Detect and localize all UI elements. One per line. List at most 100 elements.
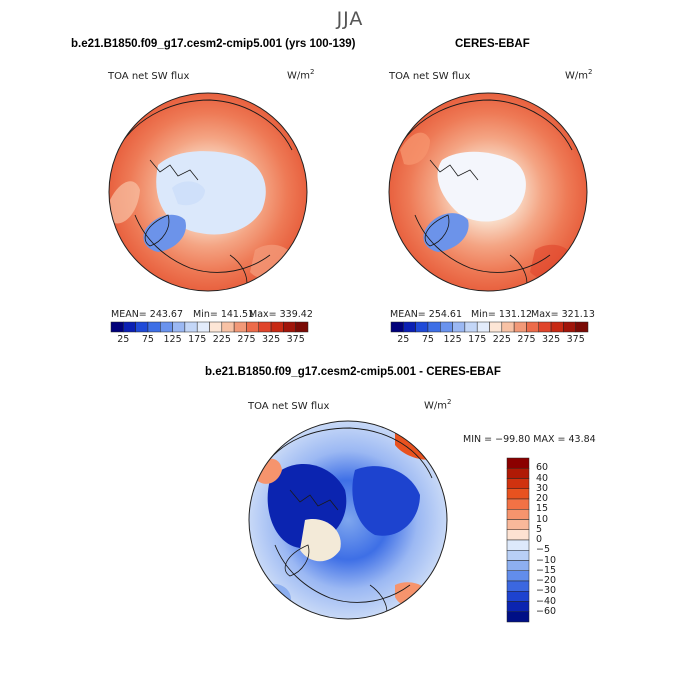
panel3-colorbar-tick-label: −30 <box>536 585 557 597</box>
panel1-colorbar-box <box>233 321 247 333</box>
panel3-units: W/m2 <box>424 398 452 412</box>
panel3-colorbar-box <box>506 468 530 479</box>
panel1-colorbar-tick-label: 75 <box>141 334 154 345</box>
panel2-colorbar-tick-label: 75 <box>421 334 434 345</box>
panel1-colorbar-box <box>221 321 235 333</box>
panel2-colorbar-box <box>452 321 466 333</box>
panel2-colorbar-box <box>440 321 453 333</box>
panel2-colorbar-box <box>563 321 576 333</box>
panel3-colorbar-tick-label: 20 <box>536 493 549 504</box>
panel1-map <box>109 93 307 291</box>
panel1-map-border <box>108 92 308 292</box>
panel1-colorbar-box <box>123 321 136 333</box>
panel3-colorbar-tick-label: −5 <box>536 544 551 556</box>
panel2-mean: MEAN= 254.61 <box>390 309 463 320</box>
panel1-colorbar-tick-label: 325 <box>261 334 281 345</box>
panel1-colorbar-box <box>270 321 284 333</box>
panel3-colorbar-box <box>506 601 530 612</box>
panel1-colorbar-box <box>295 321 309 333</box>
panel1-colorbar-box <box>258 321 272 333</box>
panel3-colorbar-tick-label: 15 <box>536 503 549 515</box>
panel3-colorbar-box <box>506 591 530 602</box>
panel2-colorbar-box <box>403 321 416 333</box>
panel3-colorbar-tick-label: −60 <box>536 605 557 617</box>
panel2-colorbar-box <box>476 321 490 333</box>
panel2-title: CERES-EBAF <box>455 38 530 50</box>
panel3-colorbar-tick-label: 60 <box>536 462 549 474</box>
panel2-map <box>389 93 587 291</box>
panel3-colorbar-tick-label: 0 <box>536 534 543 545</box>
panel2-colorbar-tick-label: 325 <box>541 334 561 345</box>
panel1-units: W/m2 <box>287 68 315 82</box>
panel3-colorbar-tick-label: −15 <box>536 564 557 576</box>
panel2-max: Max= 321.13 <box>531 309 595 320</box>
panel2-variable: TOA net SW flux <box>389 71 471 82</box>
panel1-colorbar-box <box>147 321 161 333</box>
panel1-colorbar <box>110 321 309 333</box>
panel1-min: Min= 141.51 <box>193 309 255 320</box>
panel1-colorbar-box <box>184 321 198 333</box>
panel2-colorbar-box <box>415 321 429 333</box>
panel2-colorbar-box <box>390 321 404 333</box>
panel3-map <box>249 421 447 619</box>
panel3-colorbar-box <box>506 550 530 561</box>
panel1-colorbar-tick-label: 175 <box>188 334 207 345</box>
panel2-colorbar-box <box>550 321 564 333</box>
panel1-colorbar-tick-label: 275 <box>237 334 256 345</box>
panel1-colorbar-box <box>110 321 124 333</box>
panel3-map-border <box>248 420 448 620</box>
panel2-colorbar-box <box>513 321 527 333</box>
panel1-colorbar-tick-label: 225 <box>212 334 231 345</box>
panel3-colorbar-box <box>506 560 530 571</box>
panel1-max: Max= 339.42 <box>249 309 313 320</box>
panel3-colorbar-tick-label: 10 <box>536 513 549 525</box>
panel1-mean: MEAN= 243.67 <box>111 309 184 320</box>
panel1-colorbar-box <box>246 321 259 333</box>
panel3-colorbar-box <box>506 488 530 500</box>
panel3-colorbar-box <box>506 498 530 510</box>
panel2-colorbar-tick-label: 175 <box>468 334 487 345</box>
panel2-colorbar-box <box>464 321 478 333</box>
panel3-colorbar <box>506 457 530 623</box>
panel1-colorbar-tick-label: 125 <box>163 334 182 345</box>
panel3-variable: TOA net SW flux <box>248 401 330 412</box>
panel3-colorbar-box <box>506 457 530 469</box>
panel3-colorbar-box <box>506 529 530 541</box>
panel1-colorbar-box <box>172 321 186 333</box>
panel3-colorbar-tick-label: 30 <box>536 482 549 494</box>
panel2-map-border <box>388 92 588 292</box>
panel2-colorbar-box <box>489 321 503 333</box>
panel2-colorbar <box>390 321 589 333</box>
panel1-colorbar-box <box>135 321 149 333</box>
panel2-colorbar-box <box>575 321 589 333</box>
panel2-colorbar-box <box>501 321 515 333</box>
panel3-colorbar-tick-label: 5 <box>536 523 543 535</box>
panel1-colorbar-box <box>196 321 210 333</box>
panel2-colorbar-box <box>526 321 539 333</box>
panel3-colorbar-tick-label: −40 <box>536 595 557 607</box>
panel3-colorbar-box <box>506 570 530 582</box>
panel1-colorbar-box <box>283 321 296 333</box>
panel3-colorbar-box <box>506 580 530 592</box>
panel2-colorbar-tick-label: 25 <box>397 334 410 345</box>
panel2-colorbar-box <box>427 321 441 333</box>
panel3-title: b.e21.B1850.f09_g17.cesm2-cmip5.001 - CE… <box>205 366 501 378</box>
panel1-colorbar-tick-label: 25 <box>117 334 130 345</box>
season-title: JJA <box>336 8 364 30</box>
panel2-colorbar-tick-label: 225 <box>492 334 511 345</box>
panel3-colorbar-box <box>506 539 530 551</box>
panel3-colorbar-tick-label: −10 <box>536 554 557 566</box>
panel3-minmax: MIN = −99.80 MAX = 43.84 <box>463 434 596 445</box>
panel1-title: b.e21.B1850.f09_g17.cesm2-cmip5.001 (yrs… <box>71 38 356 50</box>
panel1-variable: TOA net SW flux <box>108 71 190 82</box>
panel2-colorbar-tick-label: 125 <box>443 334 462 345</box>
panel3-colorbar-box <box>506 478 530 489</box>
panel3-colorbar-tick-label: −20 <box>536 575 557 586</box>
panel3-colorbar-tick-label: 40 <box>536 472 549 484</box>
panel3-colorbar-box <box>506 509 530 520</box>
panel2-colorbar-tick-label: 275 <box>517 334 536 345</box>
panel1-colorbar-box <box>160 321 173 333</box>
panel3-colorbar-box <box>506 519 530 530</box>
panel2-colorbar-tick-label: 375 <box>566 334 585 345</box>
